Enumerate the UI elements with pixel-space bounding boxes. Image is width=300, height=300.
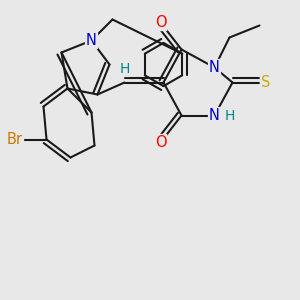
Text: O: O (155, 15, 166, 30)
Text: Br: Br (7, 132, 23, 147)
Text: N: N (86, 33, 97, 48)
Text: S: S (261, 75, 270, 90)
Text: N: N (209, 108, 220, 123)
Text: N: N (209, 60, 220, 75)
Text: H: H (119, 62, 130, 76)
Text: O: O (155, 135, 166, 150)
Text: H: H (225, 109, 235, 122)
